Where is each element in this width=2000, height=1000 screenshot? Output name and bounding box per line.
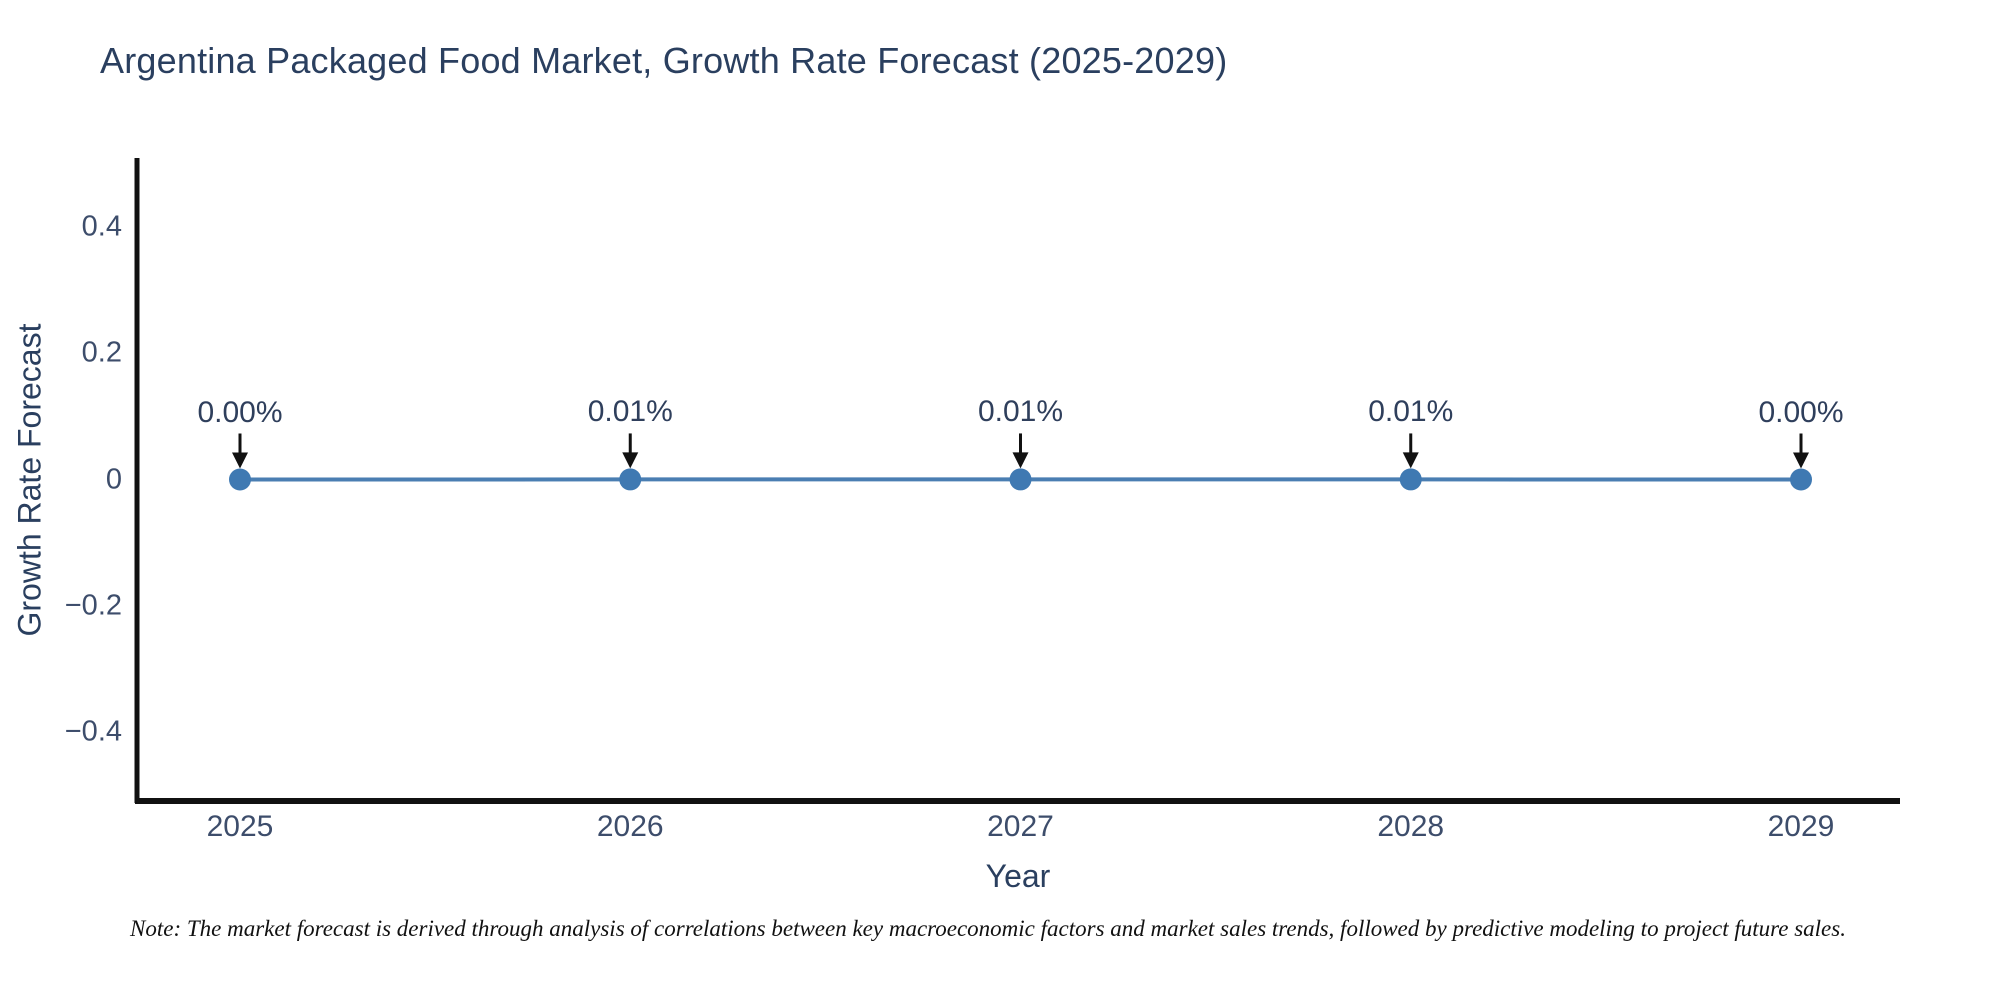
x-tick-label: 2027 [987, 810, 1054, 843]
annotation-arrow-head [1793, 452, 1809, 469]
annotation-label: 0.01% [977, 395, 1064, 429]
y-tick-label: 0.4 [81, 210, 122, 243]
annotation-label: 0.01% [587, 395, 673, 429]
data-point-2027[interactable] [1009, 468, 1032, 491]
data-point-2028[interactable] [1399, 468, 1422, 491]
annotation-label: 0.00% [1758, 395, 1844, 429]
x-tick-label: 2025 [206, 810, 274, 843]
x-tick-label: 2029 [1767, 810, 1835, 843]
x-axis-title: Year [985, 858, 1051, 894]
annotation-arrow-head [1012, 452, 1029, 469]
chart-title: Argentina Packaged Food Market, Growth R… [100, 40, 1228, 81]
x-tick-label: 2026 [596, 810, 664, 843]
footnote: Note: The market forecast is derived thr… [130, 916, 1846, 941]
x-tick-label: 2028 [1377, 810, 1445, 843]
annotation-label: 0.00% [197, 395, 283, 429]
y-tick-label: 0 [105, 463, 122, 495]
data-point-2029[interactable] [1790, 468, 1812, 491]
data-point-2026[interactable] [619, 468, 642, 491]
y-tick-label: −0.4 [64, 715, 122, 748]
y-tick-label: −0.2 [64, 589, 122, 622]
data-point-2025[interactable] [229, 468, 251, 491]
annotation-arrow-head [232, 452, 248, 469]
annotation-label: 0.01% [1368, 395, 1454, 429]
annotation-arrow-head [622, 452, 639, 469]
y-tick-label: 0.2 [81, 336, 122, 369]
annotation-arrow-head [1402, 452, 1419, 469]
